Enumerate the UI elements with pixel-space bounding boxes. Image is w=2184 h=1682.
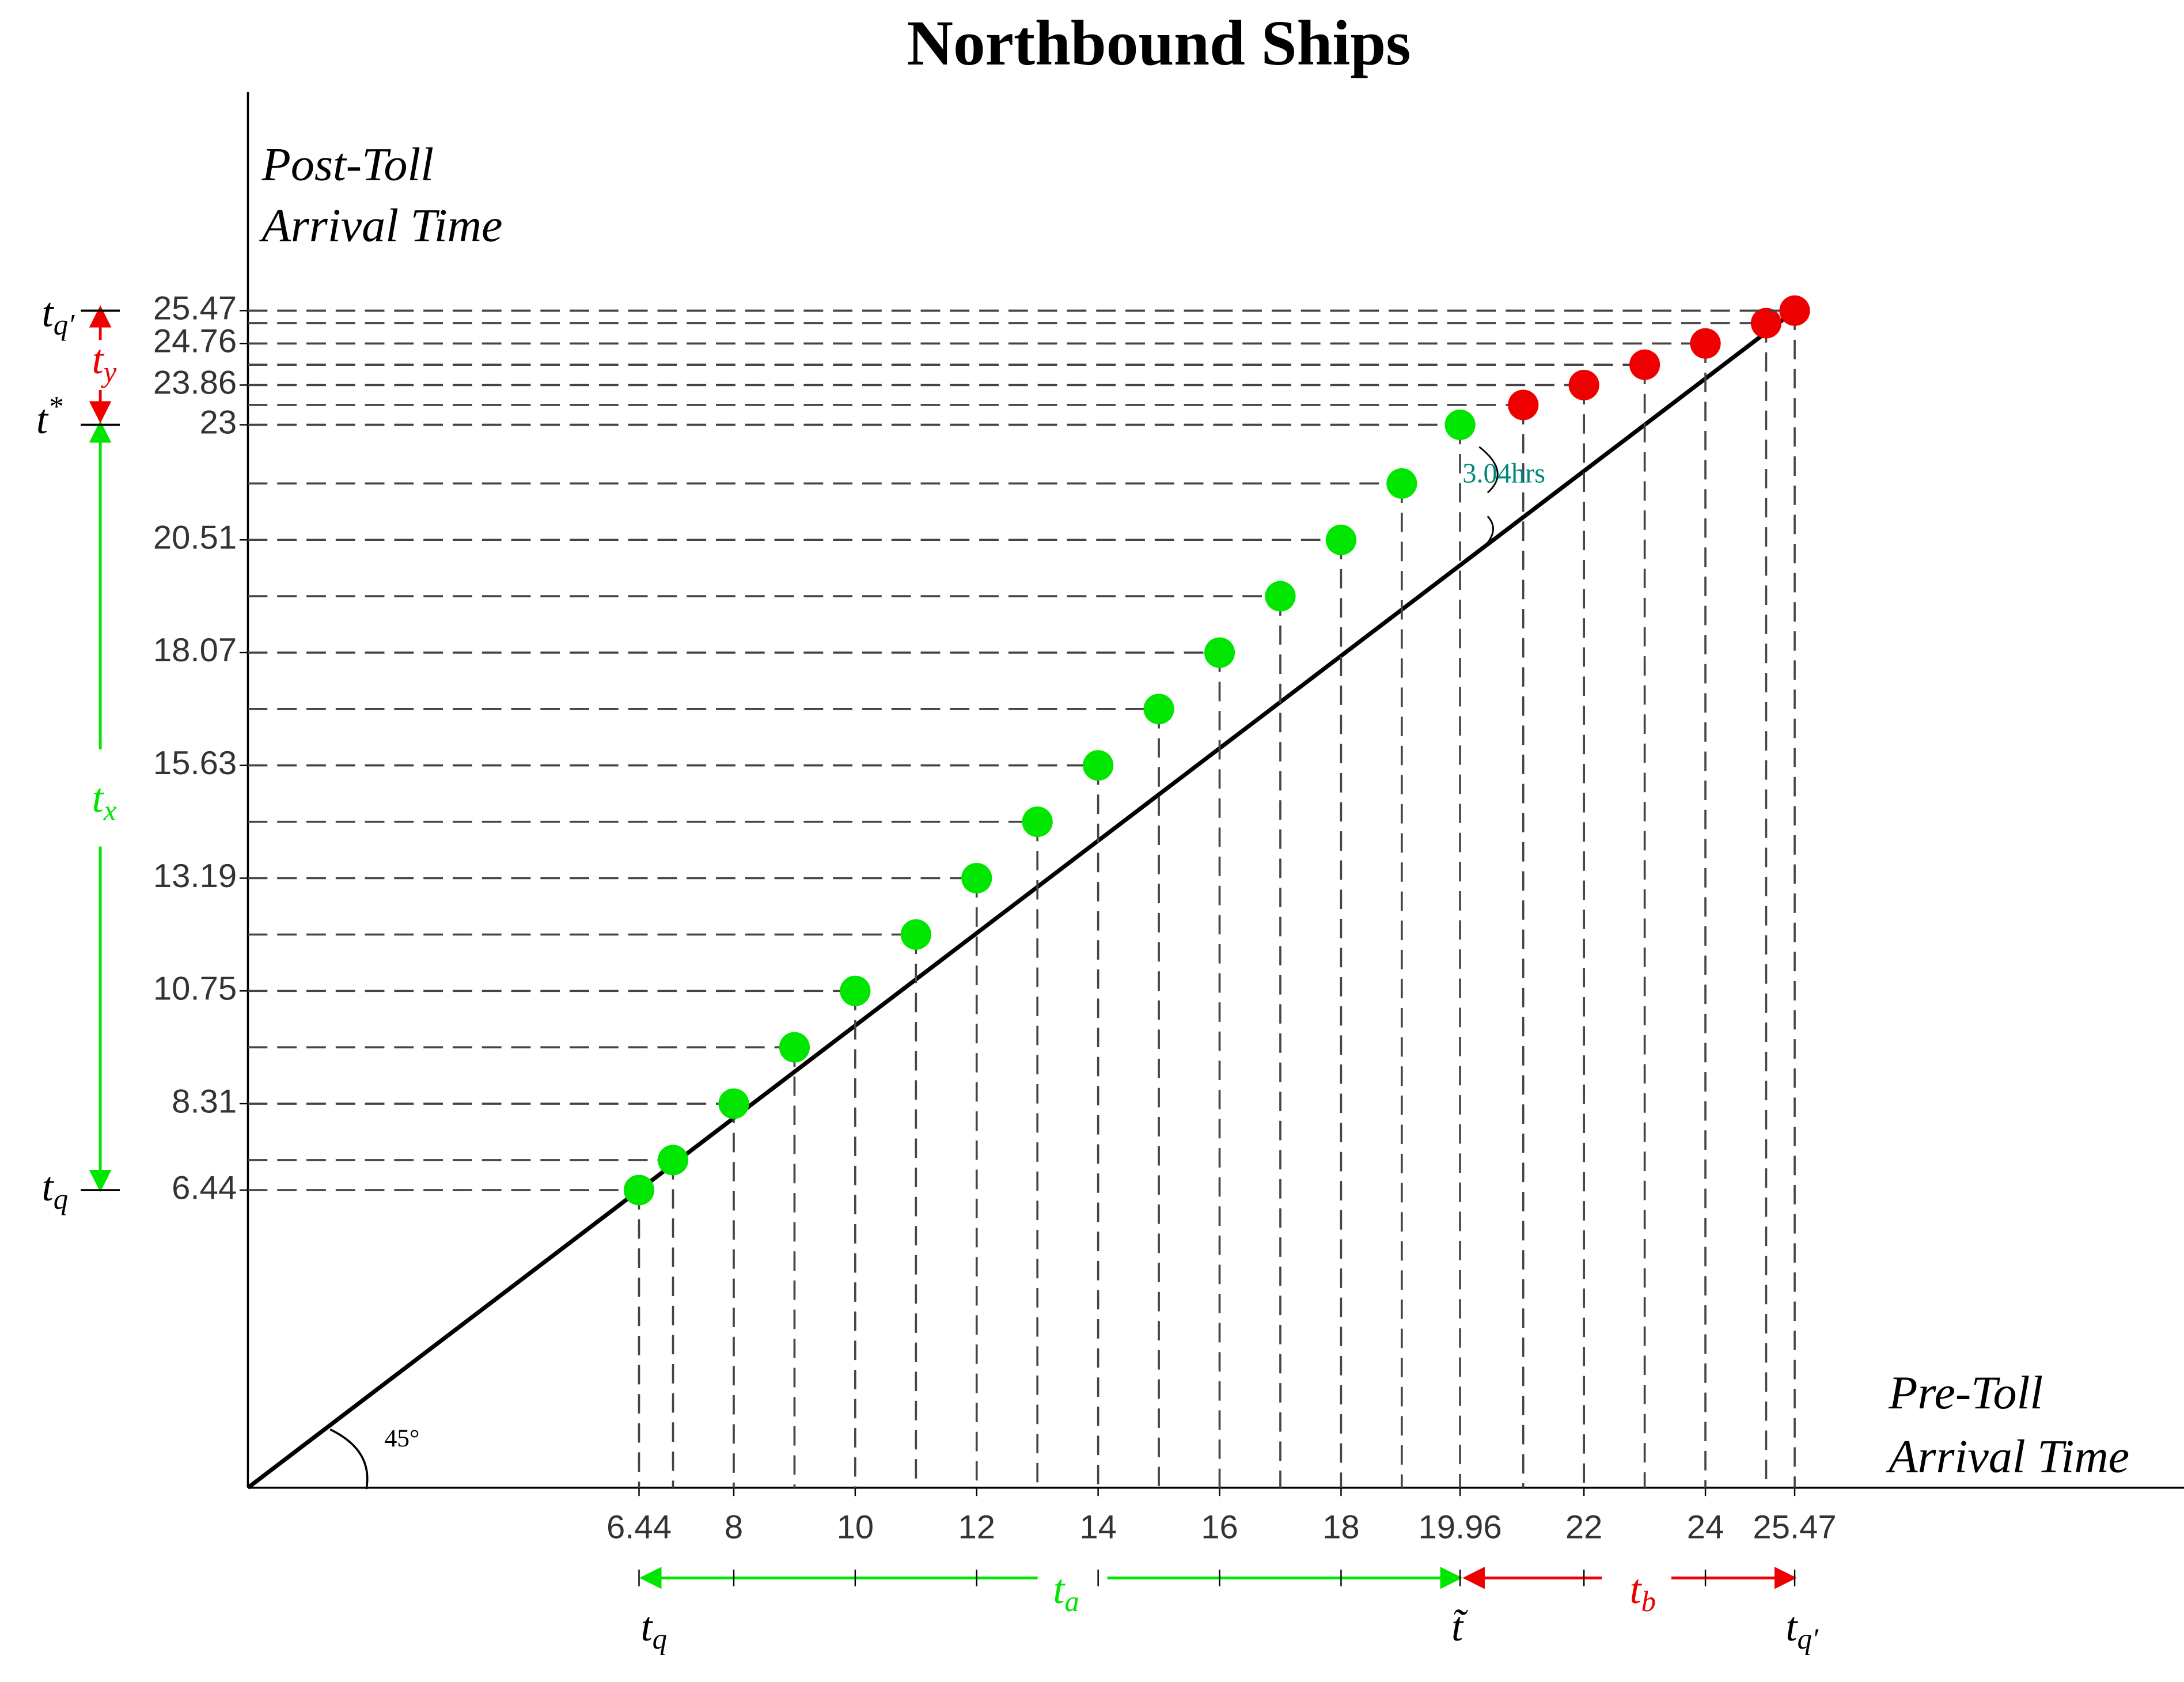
x-tick-label: 24 <box>1687 1509 1724 1545</box>
x-tick-label: 8 <box>725 1509 743 1545</box>
y-tick-label: 8.31 <box>172 1083 237 1120</box>
point <box>840 975 871 1006</box>
annotation-sub: b <box>1641 1585 1656 1617</box>
annotation: 3.04hrs <box>1462 459 1545 489</box>
annotation: tq <box>640 1603 667 1655</box>
annotation-sub: q′ <box>54 308 75 340</box>
label-bg <box>1037 1561 1108 1617</box>
x-tick-label: 22 <box>1565 1509 1603 1545</box>
x-tick-label: 19.96 <box>1418 1509 1502 1545</box>
annotation-text: t <box>36 396 49 442</box>
reference-line <box>247 317 1786 1490</box>
y-tick-label: 13.19 <box>153 858 237 895</box>
annotation-text: t̃ <box>1451 1603 1468 1650</box>
annotation: tb <box>1629 1566 1656 1617</box>
point <box>623 1175 655 1206</box>
x-tick-label: 12 <box>958 1509 995 1545</box>
point <box>1508 389 1539 420</box>
x-tick-label: 6.44 <box>606 1509 672 1545</box>
annotation-text: t <box>92 774 105 821</box>
angle-arc <box>329 1428 369 1490</box>
point <box>1204 637 1235 668</box>
point <box>718 1088 749 1119</box>
point <box>779 1032 810 1063</box>
y-tick-label: 6.44 <box>172 1169 237 1206</box>
label-bg <box>77 340 124 390</box>
point <box>1444 409 1476 440</box>
y-axis-label: Arrival Time <box>259 199 503 252</box>
y-axis-label: Post-Toll <box>261 138 434 191</box>
point <box>1690 328 1721 359</box>
annotation-text: t <box>1785 1603 1798 1650</box>
annotation: tx <box>92 774 117 826</box>
point <box>1143 694 1174 725</box>
y-tick-label: 23 <box>200 404 237 441</box>
annotation-sub: q <box>54 1183 68 1215</box>
point <box>900 919 931 950</box>
x-axis-label: Arrival Time <box>1886 1430 2129 1483</box>
annotation: tq′ <box>42 289 75 340</box>
chart-title: Northbound Ships <box>907 8 1411 79</box>
point <box>1386 468 1417 499</box>
point <box>1568 369 1599 400</box>
annotation-text: t <box>1629 1566 1642 1612</box>
x-tick-label: 10 <box>837 1509 874 1545</box>
annotation-text: t <box>42 289 55 335</box>
annotation-sup: * <box>48 390 63 422</box>
point <box>1083 750 1114 781</box>
annotation: ty <box>92 336 117 388</box>
annotation: t* <box>36 390 63 442</box>
y-tick-label: 24.76 <box>153 323 237 360</box>
annotation-text: 45° <box>384 1425 419 1452</box>
annotation: t̃ <box>1451 1603 1468 1650</box>
annotation: ta <box>1053 1566 1079 1617</box>
x-tick-label: 14 <box>1079 1509 1117 1545</box>
point <box>1750 308 1782 339</box>
point <box>1325 524 1357 555</box>
annotation-sub: q′ <box>1798 1623 1819 1655</box>
annotation: 45° <box>384 1425 419 1452</box>
point <box>1629 349 1660 380</box>
annotation-text: t <box>640 1603 653 1650</box>
point <box>657 1145 689 1176</box>
label-bg <box>84 749 117 847</box>
point <box>961 863 992 894</box>
y-tick-label: 18.07 <box>153 632 237 669</box>
annotation-text: 3.04hrs <box>1462 459 1545 489</box>
x-tick-label: 25.47 <box>1753 1509 1836 1545</box>
y-tick-label: 23.86 <box>153 365 237 401</box>
point <box>1022 806 1053 838</box>
x-tick-label: 18 <box>1322 1509 1360 1545</box>
y-tick-label: 10.75 <box>153 971 237 1007</box>
annotation-text: t <box>1053 1566 1066 1612</box>
annotation-sub: a <box>1064 1585 1079 1617</box>
y-tick-label: 25.47 <box>153 290 237 327</box>
annotation-sub: y <box>101 355 117 388</box>
y-tick-label: 20.51 <box>153 520 237 556</box>
annotation-text: t <box>42 1163 55 1210</box>
annotation-text: t <box>92 336 105 382</box>
y-tick-label: 15.63 <box>153 745 237 782</box>
annotation-sub: x <box>103 794 117 827</box>
annotation: tq′ <box>1785 1603 1819 1655</box>
point <box>1265 581 1296 612</box>
annotation-sub: q <box>653 1623 667 1655</box>
label-bg <box>1602 1561 1672 1617</box>
annotation: tq <box>42 1163 69 1215</box>
x-tick-label: 16 <box>1201 1509 1238 1545</box>
x-axis-label: Pre-Toll <box>1888 1366 2043 1419</box>
point <box>1779 295 1810 326</box>
